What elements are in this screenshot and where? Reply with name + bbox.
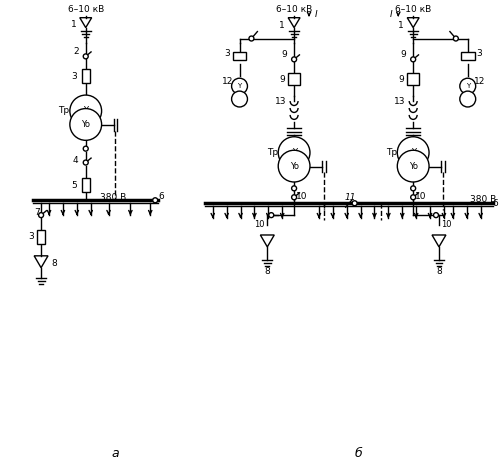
Bar: [37, 230, 45, 244]
Text: I: I: [314, 10, 317, 19]
Text: 1: 1: [398, 21, 404, 30]
Text: 13: 13: [394, 96, 405, 105]
Circle shape: [292, 186, 296, 191]
Text: 2: 2: [73, 47, 78, 56]
Bar: [288, 73, 300, 85]
Text: 6: 6: [492, 199, 498, 208]
Text: I: I: [390, 10, 392, 19]
Text: 10: 10: [296, 192, 308, 201]
Circle shape: [410, 57, 416, 62]
Circle shape: [152, 198, 158, 203]
Text: 12: 12: [222, 77, 234, 86]
Circle shape: [454, 36, 458, 41]
Circle shape: [70, 109, 102, 140]
Text: 380 В: 380 В: [100, 193, 126, 202]
Text: 10: 10: [416, 192, 427, 201]
Circle shape: [352, 201, 357, 206]
Circle shape: [83, 160, 88, 165]
Text: 6: 6: [158, 192, 164, 201]
Circle shape: [70, 95, 102, 127]
Text: 4: 4: [73, 156, 78, 165]
Circle shape: [434, 212, 438, 218]
Text: 9: 9: [282, 50, 287, 59]
Text: 6–10 кВ: 6–10 кВ: [68, 5, 104, 14]
Text: Y: Y: [410, 148, 416, 157]
Circle shape: [38, 212, 44, 218]
Bar: [232, 52, 246, 61]
Circle shape: [398, 137, 429, 169]
Text: 8: 8: [436, 267, 442, 276]
Circle shape: [249, 36, 254, 41]
Text: 9: 9: [280, 75, 285, 84]
Text: 10: 10: [254, 219, 264, 228]
Circle shape: [269, 212, 274, 218]
Circle shape: [83, 146, 88, 151]
Text: 12: 12: [474, 77, 486, 86]
Text: Y: Y: [83, 106, 88, 116]
Circle shape: [83, 54, 88, 59]
Text: Yo: Yo: [408, 162, 418, 171]
Text: Тр: Тр: [266, 148, 278, 157]
Circle shape: [232, 91, 248, 107]
Text: 10: 10: [440, 219, 451, 228]
Text: 9: 9: [400, 50, 406, 59]
Circle shape: [292, 195, 296, 200]
Text: 3: 3: [477, 49, 482, 58]
Circle shape: [292, 57, 296, 62]
Circle shape: [460, 91, 475, 107]
Text: а: а: [112, 447, 120, 460]
Text: 9: 9: [398, 75, 404, 84]
Text: Тр: Тр: [58, 106, 70, 116]
Bar: [82, 178, 90, 192]
Text: 8: 8: [51, 259, 57, 268]
Text: 1: 1: [71, 20, 76, 29]
Text: 3: 3: [71, 72, 76, 81]
Text: 8: 8: [264, 267, 270, 276]
Text: Тр: Тр: [386, 148, 397, 157]
Text: Yo: Yo: [290, 162, 298, 171]
Text: Y: Y: [238, 83, 242, 89]
Text: 3: 3: [224, 49, 230, 58]
Text: 5: 5: [71, 181, 76, 190]
Circle shape: [460, 78, 475, 94]
Circle shape: [278, 150, 310, 182]
Text: Yo: Yo: [81, 120, 90, 129]
Circle shape: [278, 137, 310, 169]
Circle shape: [398, 150, 429, 182]
Circle shape: [232, 78, 248, 94]
Text: 380 В: 380 В: [470, 195, 496, 204]
Text: 7: 7: [34, 208, 40, 217]
Text: б: б: [354, 447, 362, 460]
Text: Y: Y: [466, 83, 470, 89]
Circle shape: [410, 186, 416, 191]
Text: 6–10 кВ: 6–10 кВ: [276, 5, 312, 14]
Circle shape: [410, 195, 416, 200]
Text: 13: 13: [274, 96, 286, 105]
Text: 3: 3: [28, 233, 34, 241]
Text: 6–10 кВ: 6–10 кВ: [395, 5, 432, 14]
Bar: [407, 73, 419, 85]
Bar: [461, 52, 474, 61]
Text: Y: Y: [292, 148, 296, 157]
Text: 11: 11: [345, 193, 356, 202]
Bar: [82, 69, 90, 83]
Text: 1: 1: [280, 21, 285, 30]
